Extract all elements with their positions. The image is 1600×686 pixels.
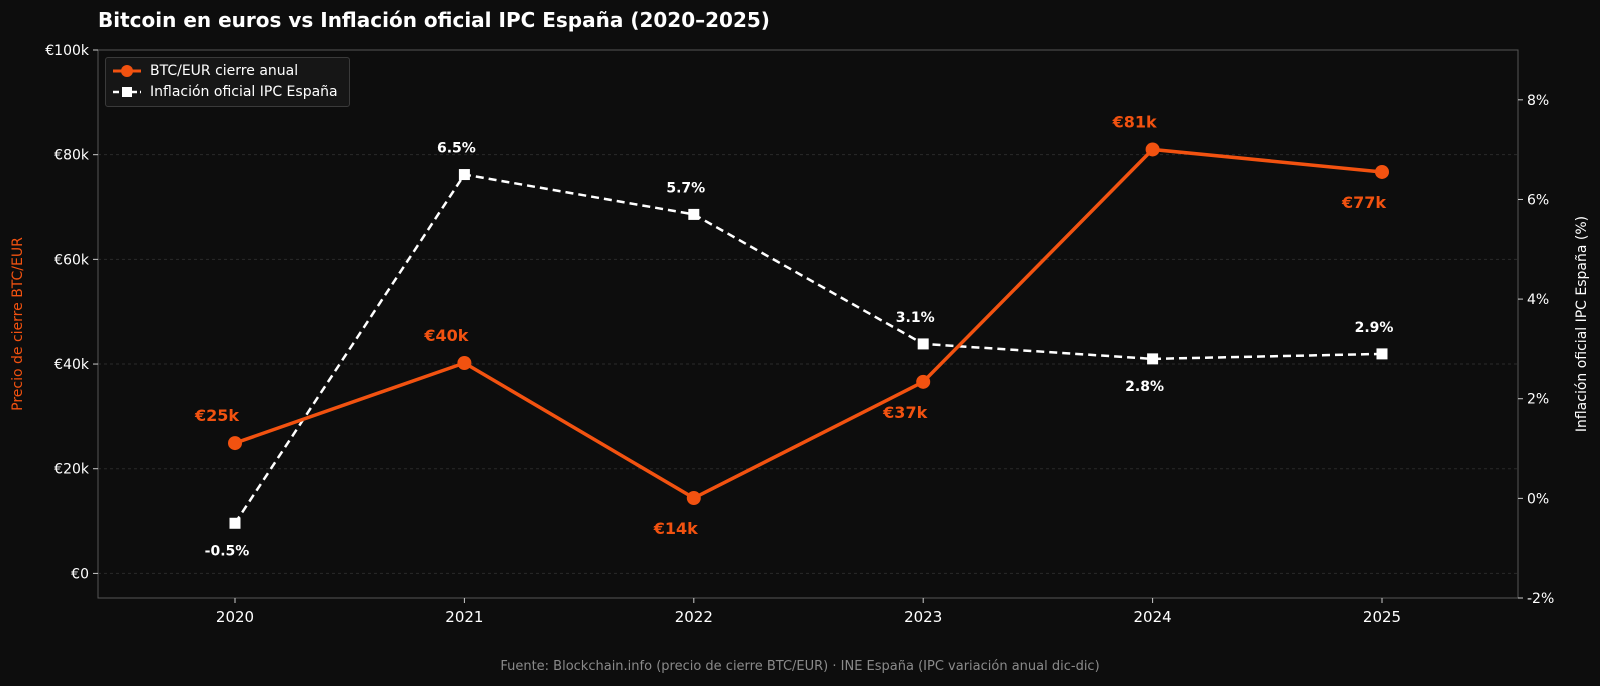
inflation-marker: [1376, 348, 1388, 360]
legend-swatch-btc: [113, 65, 141, 77]
legend: BTC/EUR cierre anual Inflación oficial I…: [105, 57, 350, 107]
inflation-data-label: 3.1%: [896, 310, 935, 326]
y-left-tick-label: €40k: [54, 357, 90, 373]
btc-marker: [1375, 164, 1389, 179]
btc-marker: [916, 374, 931, 389]
inflation-line: [233, 173, 1383, 524]
inflation-data-label: 2.9%: [1355, 320, 1394, 336]
y-left-tick-label: €20k: [54, 462, 90, 478]
legend-label-btc: BTC/EUR cierre anual: [150, 63, 299, 79]
x-tick-label: 2020: [216, 608, 254, 626]
inflation-marker: [458, 169, 470, 181]
x-tick-label: 2025: [1363, 608, 1401, 626]
x-tick-label: 2024: [1134, 608, 1172, 626]
y-left-tick-label: €0: [71, 566, 89, 582]
data-labels: -0.5% 6.5% 5.7% 3.1% 2.8% 2.9% €25k €40k €14k €37…: [194, 112, 1393, 559]
inflation-data-label: 2.8%: [1125, 379, 1164, 395]
btc-marker: [228, 436, 242, 451]
y-right-tick-label: 2%: [1527, 392, 1549, 408]
inflation-data-label: 6.5%: [437, 141, 476, 157]
source-note: Fuente: Blockchain.info (precio de cierr…: [500, 659, 1100, 674]
y-left-tick-label: €80k: [54, 148, 90, 164]
grid-lines: [98, 154, 1518, 574]
axes: €0 €20k €40k €60k €80k €100k -2% 0% 2% 4% 6% 8% 2020…: [10, 43, 1590, 626]
y-left-tick-label: €100k: [45, 43, 90, 59]
y-left-tick-label: €60k: [54, 252, 90, 268]
legend-item-btc: BTC/EUR cierre anual: [112, 61, 298, 81]
chart-title: Bitcoin en euros vs Inflación oficial IP…: [98, 8, 770, 32]
series-layer: [228, 142, 1389, 529]
y-right-tick-label: -2%: [1527, 591, 1554, 607]
y-right-tick-label: 0%: [1527, 491, 1549, 507]
inflation-data-label: 5.7%: [666, 180, 705, 196]
legend-item-inflation: Inflación oficial IPC España: [112, 82, 338, 102]
plot-frame: [97, 49, 1519, 599]
btc-marker: [1145, 142, 1160, 157]
btc-data-label: €77k: [1341, 193, 1386, 212]
y-right-tick-label: 4%: [1527, 292, 1549, 308]
x-tick-label: 2023: [904, 608, 942, 626]
inflation-marker: [1147, 353, 1159, 365]
inflation-marker: [688, 208, 700, 220]
legend-label-inflation: Inflación oficial IPC España: [150, 84, 338, 100]
btc-data-label: €81k: [1112, 112, 1157, 131]
y-right-axis-label: Inflación oficial IPC España (%): [1574, 216, 1590, 432]
inflation-data-label: -0.5%: [205, 543, 250, 559]
legend-swatch-inflation: [113, 87, 141, 97]
btc-data-label: €14k: [653, 519, 698, 538]
y-right-tick-label: 6%: [1527, 192, 1549, 208]
x-tick-label: 2022: [675, 608, 713, 626]
btc-data-label: €40k: [423, 326, 468, 345]
inflation-marker: [229, 517, 241, 529]
y-left-axis-label: Precio de cierre BTC/EUR: [10, 237, 26, 411]
btc-marker: [686, 491, 701, 506]
btc-data-label: €37k: [882, 403, 927, 422]
btc-marker: [457, 355, 472, 370]
btc-line: [234, 147, 1383, 501]
inflation-marker: [917, 338, 929, 350]
x-tick-label: 2021: [445, 608, 483, 626]
btc-data-label: €25k: [194, 406, 239, 425]
y-right-tick-label: 8%: [1527, 93, 1549, 109]
